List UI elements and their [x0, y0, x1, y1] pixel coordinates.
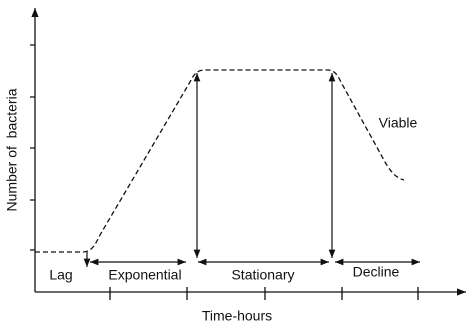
phase-label: Lag — [49, 267, 72, 283]
phase-arrows — [83, 73, 420, 267]
phase-label: Stationary — [231, 267, 294, 283]
curve-label: Viable — [379, 115, 418, 131]
axes — [30, 8, 466, 300]
x-axis-label: Time-hours — [202, 308, 272, 324]
growth-curve — [35, 69, 405, 253]
y-axis-label: Number of bacteria — [4, 88, 20, 211]
phase-label: Exponential — [108, 267, 181, 283]
phase-label: Decline — [353, 264, 400, 280]
